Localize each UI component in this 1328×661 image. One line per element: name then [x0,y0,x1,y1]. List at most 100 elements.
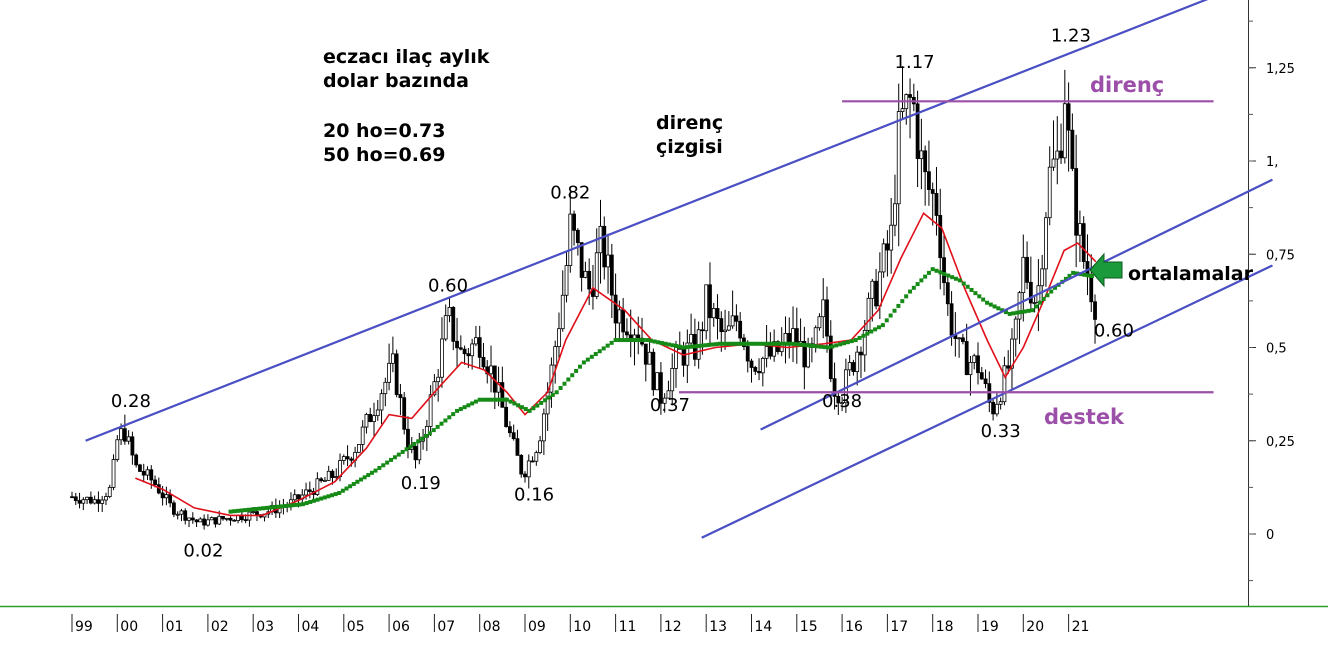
price-bar-body [160,492,165,499]
ma50-dot [1067,273,1072,278]
ma50-dot [228,509,233,514]
value-annotation: 0.02 [183,540,223,561]
ma50-dot [845,340,850,345]
ma50-dot [337,490,342,495]
price-bar-body [194,519,199,523]
ma50-dot [884,318,889,323]
price-bar-body [356,444,361,453]
ma50-dot [1082,272,1087,277]
ma50-dot [988,302,993,307]
x-tick-label: 14 [755,619,773,635]
price-bar-body [1032,302,1037,305]
price-bar-body [319,478,324,482]
ma50-dot [911,285,916,290]
price-bar-body [341,456,346,461]
ma50-dot [439,421,444,426]
ma50-dot [681,345,686,350]
y-tick-label: 0,75 [1266,248,1295,263]
price-bar-body [500,382,505,408]
price-bar-body [138,464,142,472]
price-bar-body [436,376,441,383]
ma50-dot [261,506,266,511]
price-bar-body [413,446,418,461]
ma50-dot [485,397,490,402]
ma50-dot [613,338,618,343]
price-bar-body [538,440,542,454]
ma50-dot [633,338,638,343]
ma50-dot [842,341,847,346]
ma50-dot [286,503,291,508]
x-tick-label: 08 [483,619,501,635]
ma50-dot [714,342,719,347]
ma50-dot [447,415,452,420]
ma50-dot [519,405,524,410]
ma50-dot [400,449,405,454]
value-annotation: 1.17 [895,52,935,73]
price-bar-body [625,331,629,336]
price-bar-body [730,315,735,327]
price-bar-body [326,470,331,481]
price-bar-body [81,499,86,504]
x-tick-label: 16 [845,619,863,635]
price-bar-body [934,193,939,216]
price-bar-body [557,328,561,348]
ma50-dot [761,341,766,346]
ma50-dot [801,342,806,347]
price-bar-body [862,329,867,356]
ma50-dot [674,344,679,349]
channel-line [760,178,1273,431]
price-bar-body [847,362,852,371]
price-bar-body [1040,268,1045,287]
x-tick-label: 18 [936,619,954,635]
price-bar-body [470,343,475,357]
ma50-dot [663,341,668,346]
price-bar-body [745,346,750,362]
price-bar-body [783,333,788,343]
price-bar-body [991,401,995,415]
ma50-dot [754,341,759,346]
price-bar-body [149,469,154,481]
price-bar-body [432,381,437,396]
ma50-dot [290,503,295,508]
price-bar-body [1070,129,1075,169]
x-tick-label: 13 [709,619,727,635]
ma50-dot [869,329,874,334]
price-bar-body [662,397,667,404]
value-annotation: 0.60 [1094,320,1134,341]
price-bar-body [859,351,863,356]
ma50-dot [915,282,920,287]
price-bar-body [609,254,614,296]
ma50-dot [340,488,345,493]
price-bar-body [908,94,912,98]
ma50-dot [1086,273,1091,278]
support-level-label: destek [1044,405,1125,429]
price-bar-body [496,382,501,393]
ma50-dot [396,452,401,457]
price-bar-body [428,394,433,427]
price-bar-body [73,496,78,501]
ma50-dot [585,357,590,362]
ma50-dot [904,294,909,299]
ma50-dot [512,401,517,406]
price-bar-body [115,439,120,460]
price-bar-body [534,452,539,462]
price-bar-body [643,343,648,365]
ma50-dot [641,338,646,343]
price-bar-body [927,171,931,190]
x-tick-label: 17 [890,619,908,635]
ma50-dot [1007,311,1012,316]
price-bar-body [579,242,584,278]
averages-label: ortalamalar [1128,263,1254,285]
price-bar-body [541,413,546,442]
ma50-dot [1090,274,1095,279]
price-bar-body [1017,292,1022,320]
ma50-dot [330,493,335,498]
price-bar-body [179,510,184,515]
price-bar-body [504,406,509,428]
x-tick-label: 02 [211,619,229,635]
price-bar-body [738,320,743,339]
price-bar-body [923,150,928,173]
ma20-line [135,211,1097,517]
price-bar-body [840,402,844,405]
channel-line [701,264,1273,539]
